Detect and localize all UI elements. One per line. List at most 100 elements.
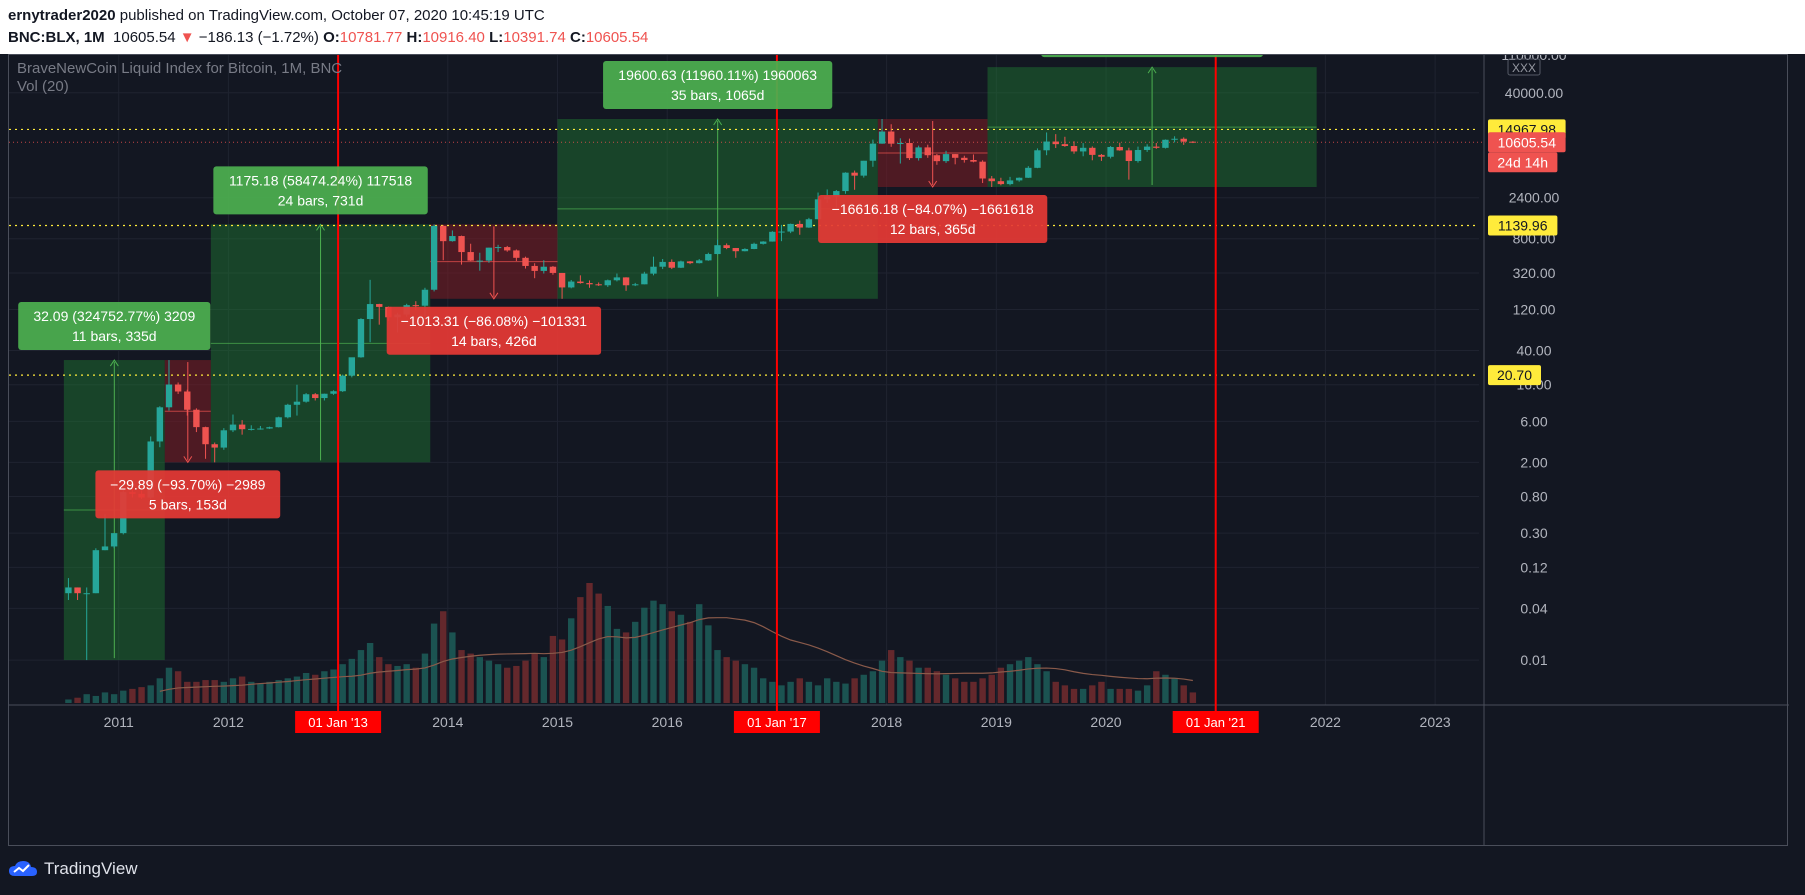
volume-bar [540,657,547,703]
measure-arrowhead [316,223,325,231]
candle-body [348,357,356,376]
volume-bar [1061,685,1069,703]
measure-label-down [386,306,602,355]
candle-body [878,131,886,144]
volume-bar [787,681,794,703]
candle-body [558,272,566,288]
volume-bar [1025,657,1032,703]
measure-arrowhead [1147,66,1157,74]
candle-body [796,223,803,228]
chart-canvas[interactable]: 32.09 (324752.77%) 3209 11 bars, 335d −29.… [9,55,1789,847]
time-axis-tick: 2023 [1420,714,1451,730]
candle-body [156,407,164,442]
volume-bar [83,694,90,703]
candle-body [1125,150,1133,162]
volume-bar [257,683,264,703]
volume-bar [933,671,941,703]
candle-body [897,143,904,145]
volume-bar [887,650,895,703]
candle-body [476,260,484,262]
measure-label-line2: 5 bars, 153d [149,496,227,512]
candle-body [741,248,749,252]
volume-bar [924,667,931,703]
volume-bar [595,593,602,703]
volume-bar [211,680,218,703]
candle-body [184,391,191,410]
candle-body [522,257,529,266]
candle-body [312,394,319,399]
volume-bar [1052,681,1059,703]
tradingview-logo[interactable]: TradingView [8,859,138,879]
volume-bar [696,604,703,703]
candle-body [632,284,639,286]
candle-body [732,248,739,252]
candle-body [650,266,657,274]
volume-bar [842,683,849,703]
candle-body [302,394,310,402]
high-value: 10916.40 [422,29,485,46]
volume-bar [1162,674,1169,703]
publication-line: ernytrader2020 published on TradingView.… [8,7,545,24]
price-axis-label-text: 24d 14h [1497,154,1548,170]
price-change: −186.13 (−1.72%) [198,29,319,46]
volume-bar [156,678,164,703]
volume-ma-line [159,617,1193,692]
high-label: H: [406,29,423,46]
volume-bar [1134,690,1142,703]
chart-area[interactable]: 32.09 (324752.77%) 3209 11 bars, 335d −29.… [8,54,1789,847]
measure-label-line1: 32.09 (324752.77%) 3209 [33,308,195,324]
volume-bar [1180,685,1187,703]
volume-bar [778,685,785,703]
candle-body [513,250,520,258]
candle-body [933,155,941,162]
published-info: published on TradingView.com, October 07… [115,7,545,24]
measure-label-line1: −29.89 (−93.70%) −2989 [110,476,266,492]
volume-bar [833,681,840,703]
author-name[interactable]: ernytrader2020 [8,7,116,24]
candle-body [906,143,913,159]
candle-body [659,261,666,267]
candle-body [1089,147,1096,155]
measure-label-down [95,470,281,519]
volume-bar [1070,688,1078,703]
scale-badge-text: XXX [1512,61,1536,75]
volume-bar [248,681,255,703]
measure-label-up [1041,55,1263,58]
volume-bar [1015,660,1023,703]
date-marker-label [295,711,382,733]
measure-arrowhead [489,292,499,300]
volume-bar [376,657,383,703]
price-axis-tick: 120.00 [1513,302,1556,318]
candle-body [504,247,511,251]
candle-body [842,172,849,192]
volume-bar [869,671,877,703]
volume-bar [1107,688,1114,703]
volume-bar [485,660,493,703]
down-arrow-icon: ▼ [179,29,195,46]
volume-bar [312,674,319,703]
candle-body [101,546,109,551]
volume-bar [988,674,995,703]
volume-bar [769,681,776,703]
candle-body [778,231,785,233]
candle-body [257,428,264,430]
measure-label-line2: 12 bars, 365d [890,221,976,237]
measure-label-line1: 1175.18 (58474.24%) 117518 [229,172,412,188]
candle-body [266,427,273,429]
candle-body [787,223,794,232]
candle-body [430,225,438,290]
time-axis-tick: 2016 [652,714,683,730]
candle-body [357,319,365,358]
volume-bar [412,667,420,703]
candle-body [869,143,877,161]
volume-bar [1034,664,1041,703]
date-marker-label-text: 01 Jan '17 [747,715,807,730]
candle-body [467,252,474,261]
volume-bar [174,671,182,703]
candle-body [1015,177,1023,181]
time-axis-tick: 2014 [432,714,463,730]
volume-bar [632,621,639,703]
candle-body [110,533,118,547]
volume-bar [970,681,977,703]
volume-bar [339,664,346,703]
